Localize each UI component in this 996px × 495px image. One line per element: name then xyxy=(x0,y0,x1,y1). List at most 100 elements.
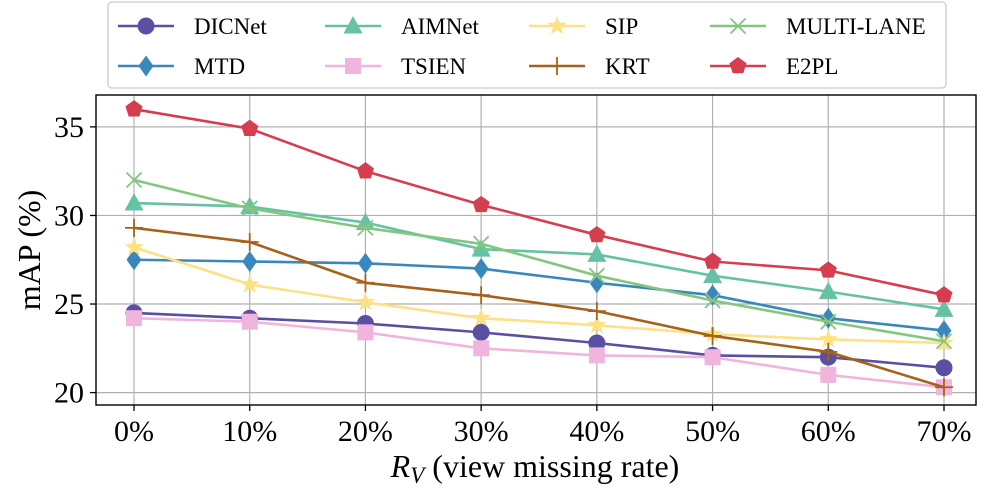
legend-marker xyxy=(729,57,747,74)
x-axis-label-rest: (view missing rate) xyxy=(424,448,679,484)
data-point-aimnet xyxy=(124,193,144,211)
data-point-tsien xyxy=(357,324,374,341)
data-point-krt xyxy=(703,326,722,345)
series-krt xyxy=(125,218,953,397)
y-axis-label: mAP (%) xyxy=(11,190,47,311)
legend-label: AIMNet xyxy=(401,14,480,39)
data-point-multi-lane xyxy=(935,333,953,350)
legend-label: SIP xyxy=(605,14,638,39)
series-line-multi-lane xyxy=(133,178,945,343)
x-tick-label: 10% xyxy=(222,415,277,448)
data-point-tsien xyxy=(126,310,142,327)
x-axis-label-subscript: V xyxy=(410,463,427,488)
x-tick-label: 20% xyxy=(338,415,393,448)
data-point-multi-lane xyxy=(820,313,837,330)
series-line-mtd xyxy=(133,258,945,332)
data-point-krt xyxy=(935,378,953,397)
data-point-mtd xyxy=(473,258,489,280)
series-line-krt xyxy=(133,226,945,389)
data-point-krt xyxy=(819,342,838,361)
series-aimnet xyxy=(124,193,954,317)
x-tick-label: 0% xyxy=(114,415,154,448)
series-e2pl xyxy=(125,100,953,303)
x-tick-label: 40% xyxy=(569,415,624,448)
data-point-aimnet xyxy=(703,265,723,284)
legend-item-multi-lane: MULTI-LANE xyxy=(710,14,926,39)
data-point-krt xyxy=(240,233,259,252)
data-point-sip xyxy=(124,237,144,256)
data-point-krt xyxy=(125,218,143,237)
data-point-e2pl xyxy=(356,162,374,179)
data-point-sip xyxy=(587,315,607,334)
x-axis-label-symbol: R xyxy=(390,448,411,484)
data-point-mtd xyxy=(820,307,836,329)
x-tick-label: 70% xyxy=(917,415,972,448)
legend-item-tsien: TSIEN xyxy=(325,54,467,79)
y-tick-label: 30 xyxy=(54,199,84,232)
data-point-multi-lane xyxy=(357,219,374,236)
data-point-krt xyxy=(587,302,606,321)
data-point-aimnet xyxy=(818,281,838,300)
x-tick-label: 30% xyxy=(454,415,509,448)
y-tick-label: 35 xyxy=(54,111,84,144)
data-point-multi-lane xyxy=(473,235,490,252)
legend-item-mtd: MTD xyxy=(118,54,245,79)
series-line-tsien xyxy=(133,316,945,389)
series-tsien xyxy=(126,310,952,396)
data-point-tsien xyxy=(704,349,721,366)
data-point-mtd xyxy=(242,251,258,273)
data-point-e2pl xyxy=(472,195,490,213)
plot-frame xyxy=(95,94,977,406)
legend-marker xyxy=(547,16,567,35)
series-group xyxy=(124,100,954,397)
data-point-multi-lane xyxy=(125,171,143,189)
data-point-krt xyxy=(356,273,375,292)
series-multi-lane xyxy=(125,171,953,350)
data-point-aimnet xyxy=(471,239,491,257)
legend-label: KRT xyxy=(605,54,650,79)
data-point-sip xyxy=(471,308,491,327)
data-point-krt xyxy=(472,286,491,305)
series-line-aimnet xyxy=(133,201,945,311)
x-tick-label: 60% xyxy=(801,415,856,448)
x-axis-label: RV (view missing rate) xyxy=(390,448,680,488)
data-point-dicnet xyxy=(935,359,953,377)
legend-marker xyxy=(343,16,363,34)
legend-marker xyxy=(548,57,566,75)
data-point-tsien xyxy=(820,366,837,383)
data-point-e2pl xyxy=(125,100,143,117)
legend-label: MULTI-LANE xyxy=(786,14,926,39)
y-tick-label: 20 xyxy=(54,377,84,410)
data-point-mtd xyxy=(126,249,142,271)
data-point-e2pl xyxy=(935,286,953,303)
data-point-multi-lane xyxy=(588,267,605,284)
legend-item-dicnet: DICNet xyxy=(118,14,267,39)
ticks: 0% 10% 20% 30% 40% 50% 60% 70% 20 25 30 35 xyxy=(54,111,972,448)
data-point-multi-lane xyxy=(704,292,721,309)
legend-item-e2pl: E2PL xyxy=(710,54,838,79)
data-point-aimnet xyxy=(587,244,607,262)
legend-label: MTD xyxy=(194,54,245,79)
series-line-sip xyxy=(133,246,945,345)
legend-marker xyxy=(729,17,747,35)
legend-item-aimnet: AIMNet xyxy=(325,14,480,39)
data-point-sip xyxy=(818,329,838,348)
data-point-aimnet xyxy=(355,212,375,231)
data-point-tsien xyxy=(473,340,490,357)
legend-label: TSIEN xyxy=(401,54,467,79)
legend-marker xyxy=(345,58,361,74)
legend-item-krt: KRT xyxy=(529,54,650,79)
legend: DICNet MTD AIMNet TSIEN SIP KRT MULTI-LANE E2PL xyxy=(107,1,947,89)
data-point-aimnet xyxy=(934,299,954,317)
legend-marker xyxy=(138,55,154,77)
x-tick-label: 50% xyxy=(685,415,740,448)
legend-item-sip: SIP xyxy=(529,14,638,39)
data-point-dicnet xyxy=(472,323,490,341)
data-point-tsien xyxy=(241,313,258,330)
data-point-e2pl xyxy=(241,119,259,136)
legend-label: DICNet xyxy=(194,14,267,39)
data-point-mtd xyxy=(357,252,373,274)
data-point-multi-lane xyxy=(241,200,258,217)
